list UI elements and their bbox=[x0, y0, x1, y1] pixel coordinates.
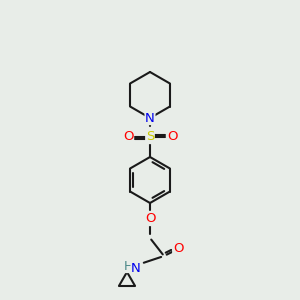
Text: O: O bbox=[173, 242, 183, 256]
Text: O: O bbox=[167, 130, 177, 143]
Text: H: H bbox=[123, 260, 133, 272]
Text: O: O bbox=[123, 130, 133, 143]
Text: N: N bbox=[145, 112, 155, 124]
Text: O: O bbox=[145, 212, 155, 226]
Text: N: N bbox=[131, 262, 141, 275]
Text: S: S bbox=[146, 130, 154, 143]
